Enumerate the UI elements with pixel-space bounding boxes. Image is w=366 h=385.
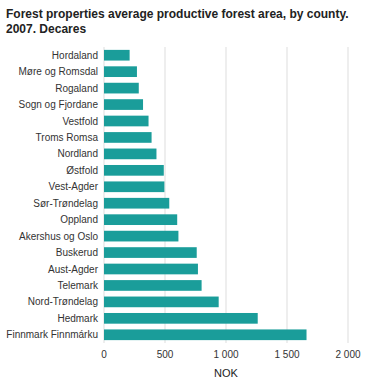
bar xyxy=(104,66,137,77)
bar xyxy=(104,116,149,127)
bar xyxy=(104,83,139,94)
bar xyxy=(104,99,143,110)
y-tick-label: Vest-Agder xyxy=(49,181,99,192)
y-tick-labels: Hordaland Møre og Romsdal Rogaland Sogn og … xyxy=(6,50,99,341)
y-tick-label: Sogn og Fjordane xyxy=(18,99,98,110)
y-tick-label: Akershus og Oslo xyxy=(19,231,98,242)
y-tick-label: Hordaland xyxy=(52,50,98,61)
x-tick-label: 500 xyxy=(157,349,174,360)
bar xyxy=(104,50,130,61)
grid-line xyxy=(287,47,288,343)
y-tick-label: Oppland xyxy=(60,214,98,225)
title-line: Forest properties average productive for… xyxy=(6,7,349,21)
x-tick-labels: 0 500 1 000 1 500 2 000 xyxy=(101,349,361,360)
bar xyxy=(104,165,164,176)
bar xyxy=(104,280,202,291)
chart-svg: Forest properties average productive for… xyxy=(0,0,366,385)
bar xyxy=(104,181,164,192)
grid-line xyxy=(226,47,227,343)
y-tick-label: Vestfold xyxy=(62,116,98,127)
title: Forest properties average productive for… xyxy=(6,7,349,36)
y-tick-label: Aust-Agder xyxy=(48,264,99,275)
y-tick-label: Hedmark xyxy=(57,313,99,324)
grid xyxy=(104,47,348,343)
bar xyxy=(104,329,307,340)
bar xyxy=(104,264,198,275)
bar xyxy=(104,231,178,242)
y-tick-label: Sør-Trøndelag xyxy=(33,198,98,209)
bar xyxy=(104,132,152,143)
y-tick-label: Nord-Trøndelag xyxy=(28,296,98,307)
y-tick-label: Finnmark Finnmárku xyxy=(6,329,98,340)
title-line: 2007. Decares xyxy=(6,22,86,36)
bars xyxy=(104,50,307,340)
y-tick-label: Møre og Romsdal xyxy=(19,66,98,77)
y-tick-label: Troms Romsa xyxy=(36,132,99,143)
y-tick-label: Østfold xyxy=(66,165,98,176)
x-axis-label: NOK xyxy=(214,367,239,379)
chart-container: Forest properties average productive for… xyxy=(0,0,366,385)
x-tick-label: 1 500 xyxy=(274,349,299,360)
bar xyxy=(104,198,169,209)
y-tick-label: Buskerud xyxy=(56,247,98,258)
x-tick-label: 0 xyxy=(101,349,107,360)
bar xyxy=(104,149,156,160)
bar xyxy=(104,313,258,324)
bar xyxy=(104,214,177,225)
y-tick-label: Nordland xyxy=(57,148,98,159)
grid-line xyxy=(348,47,349,343)
bar xyxy=(104,297,219,308)
plot-area xyxy=(104,47,348,343)
x-tick-label: 1 000 xyxy=(213,349,238,360)
y-tick-label: Telemark xyxy=(57,280,99,291)
x-tick-label: 2 000 xyxy=(335,349,360,360)
y-tick-label: Rogaland xyxy=(55,83,98,94)
bar xyxy=(104,247,197,258)
